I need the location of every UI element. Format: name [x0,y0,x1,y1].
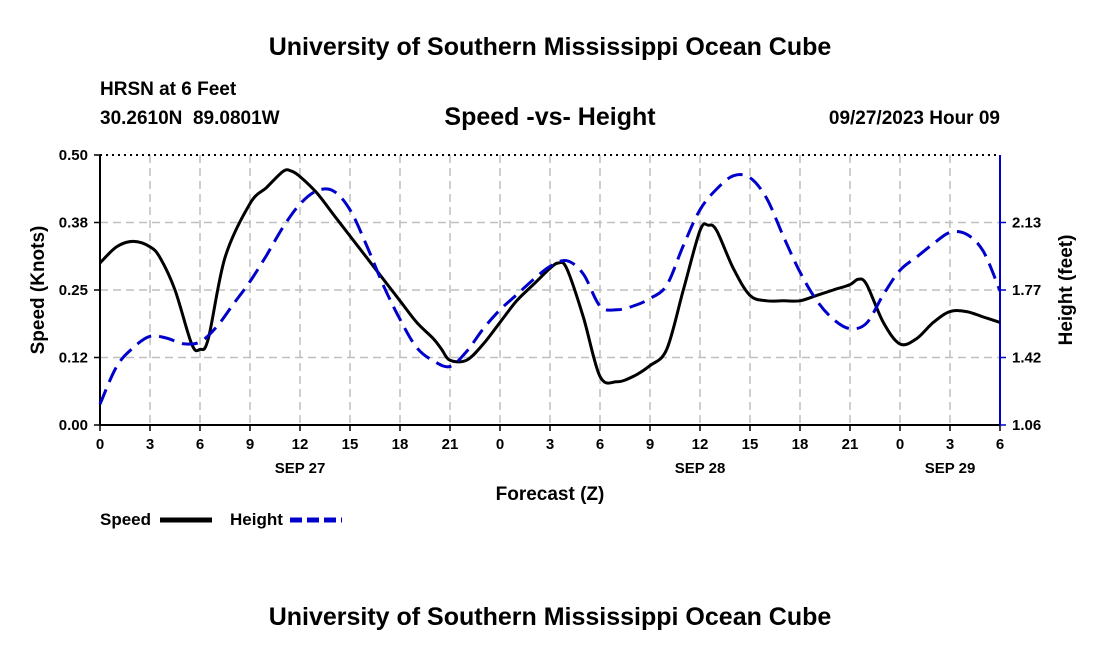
date-label: SEP 27 [275,460,326,477]
x-tick-label: 6 [996,436,1004,453]
x-tick-label: 21 [442,436,459,453]
page-title: University of Southern Mississippi Ocean… [269,33,832,61]
y2-tick-label: 1.06 [1012,417,1041,434]
y-tick-label: 0.12 [59,350,88,367]
x-tick-label: 3 [146,436,154,453]
x-tick-label: 12 [692,436,709,453]
x-tick-label: 6 [596,436,604,453]
y2-tick-label: 1.77 [1012,282,1041,299]
y2-axis-label: Height (feet) [1056,235,1077,346]
legend-speed-label: Speed [100,510,151,529]
x-tick-label: 6 [196,436,204,453]
x-tick-label: 15 [742,436,759,453]
speed-series-line [98,168,1001,385]
x-axis-label: Forecast (Z) [496,484,605,505]
x-tick-label: 21 [842,436,859,453]
station-label: HRSN at 6 Feet [100,79,237,100]
date-hour-label: 09/27/2023 Hour 09 [829,108,1000,129]
footer-title: University of Southern Mississippi Ocean… [269,603,832,631]
height-series-line [98,173,1002,405]
x-tick-label: 3 [946,436,954,453]
coordinates-label: 30.2610N 89.0801W [100,108,280,129]
x-tick-label: 0 [96,436,104,453]
tick-labels: 0 3 6 9 12 15 18 21 0 3 6 9 12 15 18 21 0 3 6 SEP 27 SEP 28 S… [59,147,1041,477]
x-tick-label: 12 [292,436,309,453]
legend-height-label: Height [230,510,283,529]
series-lines [98,168,1002,405]
x-tick-label: 3 [546,436,554,453]
y2-tick-label: 1.42 [1012,350,1041,367]
x-tick-label: 0 [896,436,904,453]
x-tick-label: 9 [646,436,654,453]
x-tick-label: 15 [342,436,359,453]
x-tick-label: 18 [792,436,809,453]
chart-title: Speed -vs- Height [444,103,656,131]
y2-tick-label: 2.13 [1012,215,1041,232]
date-label: SEP 28 [675,460,726,477]
date-label: SEP 29 [925,460,976,477]
y-tick-label: 0.50 [59,147,88,164]
grid-lines [100,155,1000,425]
legend: Speed Height [100,510,342,529]
x-tick-label: 0 [496,436,504,453]
x-tick-label: 9 [246,436,254,453]
x-tick-label: 18 [392,436,409,453]
y-tick-label: 0.38 [59,215,88,232]
y-tick-label: 0.25 [59,282,88,299]
y-tick-label: 0.00 [59,417,88,434]
y-axis-label: Speed (Knots) [28,226,49,355]
